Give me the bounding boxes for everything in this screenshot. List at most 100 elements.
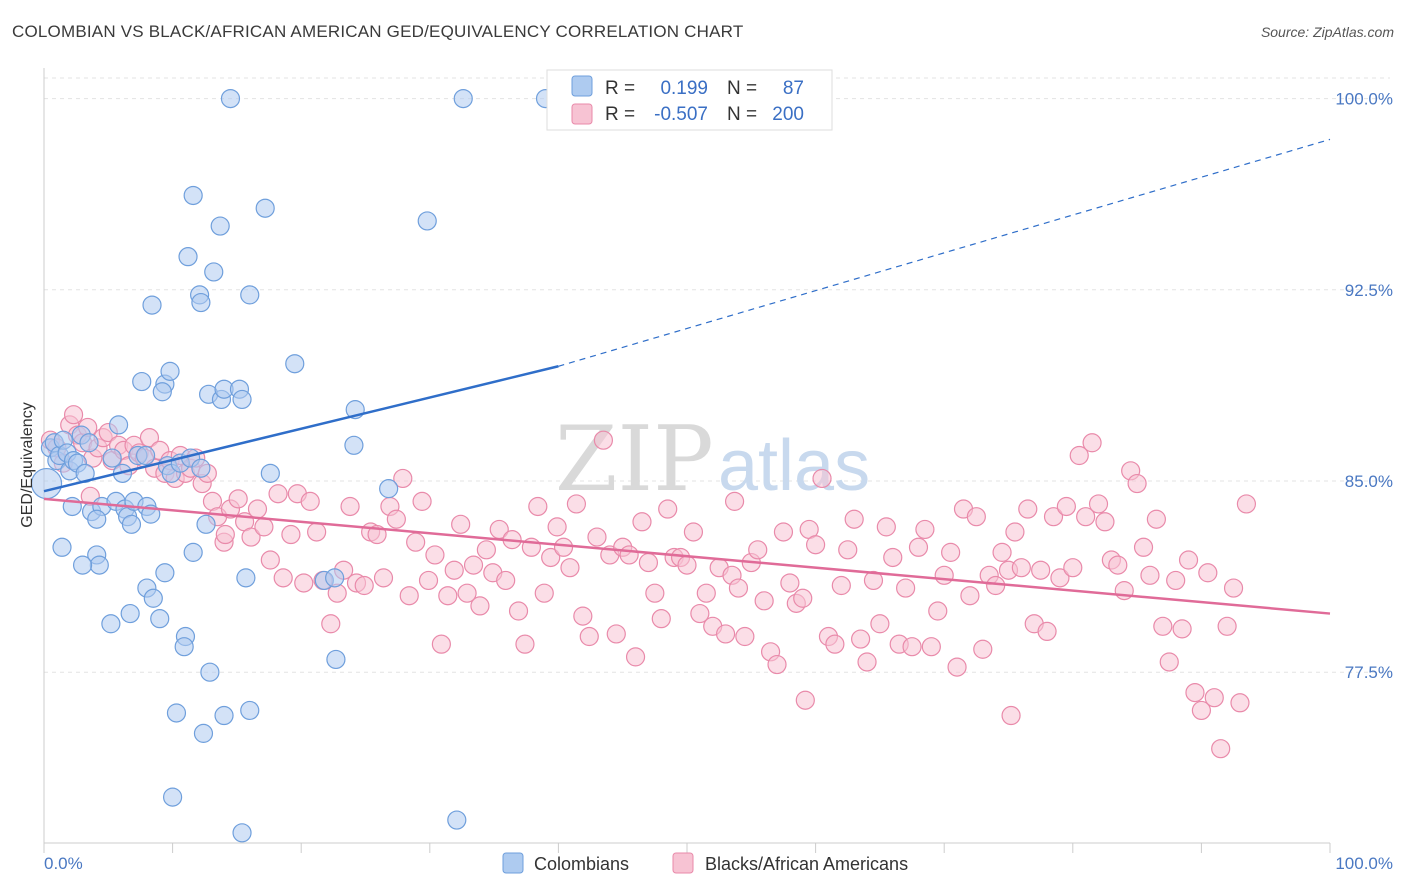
blacks-point — [915, 519, 935, 540]
colombian-point — [174, 637, 194, 657]
blacks-point — [1178, 550, 1199, 570]
blacks-point — [457, 583, 477, 603]
legend-swatch-blue — [571, 75, 593, 97]
colombian-point — [193, 723, 214, 743]
legend-swatch-pink — [571, 103, 593, 125]
axes — [43, 68, 1331, 853]
blacks-point — [780, 573, 800, 593]
colombian-point — [72, 555, 93, 575]
blacks-point — [593, 430, 614, 450]
legend-r-label-1: R = — [605, 78, 635, 99]
blacks-point — [1166, 570, 1186, 591]
blacks-point — [851, 629, 871, 649]
blacks-point — [515, 634, 535, 654]
blacks-point — [1140, 565, 1160, 585]
blacks-point — [354, 575, 374, 596]
colombian-point — [196, 514, 216, 534]
blacks-point — [1095, 512, 1115, 532]
blacks-point — [281, 524, 301, 545]
blacks-point — [340, 496, 360, 517]
blacks-point — [696, 583, 716, 603]
colombian-point — [214, 705, 234, 726]
blacks-point — [863, 570, 884, 591]
blacks-point — [1063, 558, 1083, 578]
blacks-point — [1005, 522, 1025, 542]
blacks-point — [690, 603, 710, 624]
blacks-point — [928, 601, 948, 621]
colombian-point — [191, 292, 211, 313]
blacks-point — [625, 647, 646, 667]
colombian-point — [160, 361, 180, 381]
blacks-point — [632, 512, 652, 532]
colombian-point — [163, 787, 183, 807]
blacks-point — [1159, 652, 1179, 672]
colombian-point — [152, 382, 172, 402]
blacks-point — [1018, 499, 1038, 519]
blacks-point — [528, 496, 548, 517]
colombian-point — [210, 216, 230, 236]
series-blacks-points — [40, 405, 1257, 759]
colombian-point — [326, 649, 346, 670]
blacks-point — [273, 568, 293, 588]
x-tick-label-max: 100.0% — [1335, 854, 1393, 873]
blacks-point — [438, 586, 458, 606]
colombian-point — [240, 285, 260, 305]
blacks-point — [724, 491, 745, 511]
blacks-point — [638, 552, 659, 573]
blacks-point — [767, 654, 787, 675]
legend-r-value-2: -0.507 — [654, 104, 708, 125]
series-legend-swatch-colombians — [502, 852, 524, 874]
blacks-point — [748, 540, 768, 560]
blacks-point — [241, 527, 261, 547]
blacks-point — [677, 555, 697, 575]
blacks-point — [947, 657, 967, 677]
blacks-point — [139, 428, 160, 448]
blacks-point — [431, 634, 451, 654]
watermark-zip: ZIP — [555, 407, 714, 512]
blacks-point — [1056, 496, 1076, 517]
series-legend: Colombians Blacks/African Americans — [502, 852, 908, 874]
legend-n-label-2: N = — [727, 104, 757, 125]
y-axis-label: GED/Equivalency — [19, 402, 36, 527]
trend-line-colombians-extension — [558, 138, 1331, 367]
blacks-point — [728, 578, 749, 598]
blacks-point — [1211, 739, 1231, 759]
colombian-point — [232, 823, 252, 843]
colombian-point — [30, 467, 63, 500]
blacks-point — [1001, 705, 1021, 726]
colombian-point — [183, 542, 203, 562]
blacks-point — [870, 614, 890, 634]
colombian-point — [204, 262, 224, 282]
blacks-point — [228, 489, 248, 509]
blacks-point — [579, 626, 599, 647]
blacks-point — [1043, 507, 1064, 527]
blacks-point — [825, 634, 845, 654]
legend-r-value-1: 0.199 — [660, 78, 708, 99]
blacks-point — [619, 545, 639, 565]
watermark-atlas: atlas — [718, 426, 870, 506]
blacks-point — [534, 583, 554, 603]
blacks-point — [560, 558, 580, 578]
x-tick-label-min: 0.0% — [44, 854, 83, 873]
colombian-point — [200, 662, 220, 682]
blacks-point — [941, 542, 961, 562]
blacks-point — [418, 570, 439, 591]
series-colombians-points — [30, 88, 556, 843]
blacks-point — [393, 468, 413, 489]
blacks-point — [399, 586, 419, 606]
blacks-point — [508, 601, 529, 621]
blacks-point — [496, 570, 516, 591]
blacks-point — [973, 639, 993, 659]
colombian-point — [102, 448, 122, 468]
colombian-point — [120, 603, 140, 624]
blacks-point — [831, 575, 851, 596]
legend-n-value-1: 87 — [783, 78, 804, 99]
series-legend-swatch-blacks — [672, 852, 694, 874]
blacks-point — [1153, 616, 1173, 636]
blacks-point — [1069, 445, 1089, 466]
colombian-point — [155, 563, 175, 583]
blacks-point — [406, 532, 426, 552]
blacks-point — [63, 405, 84, 425]
colombian-point — [453, 88, 473, 109]
